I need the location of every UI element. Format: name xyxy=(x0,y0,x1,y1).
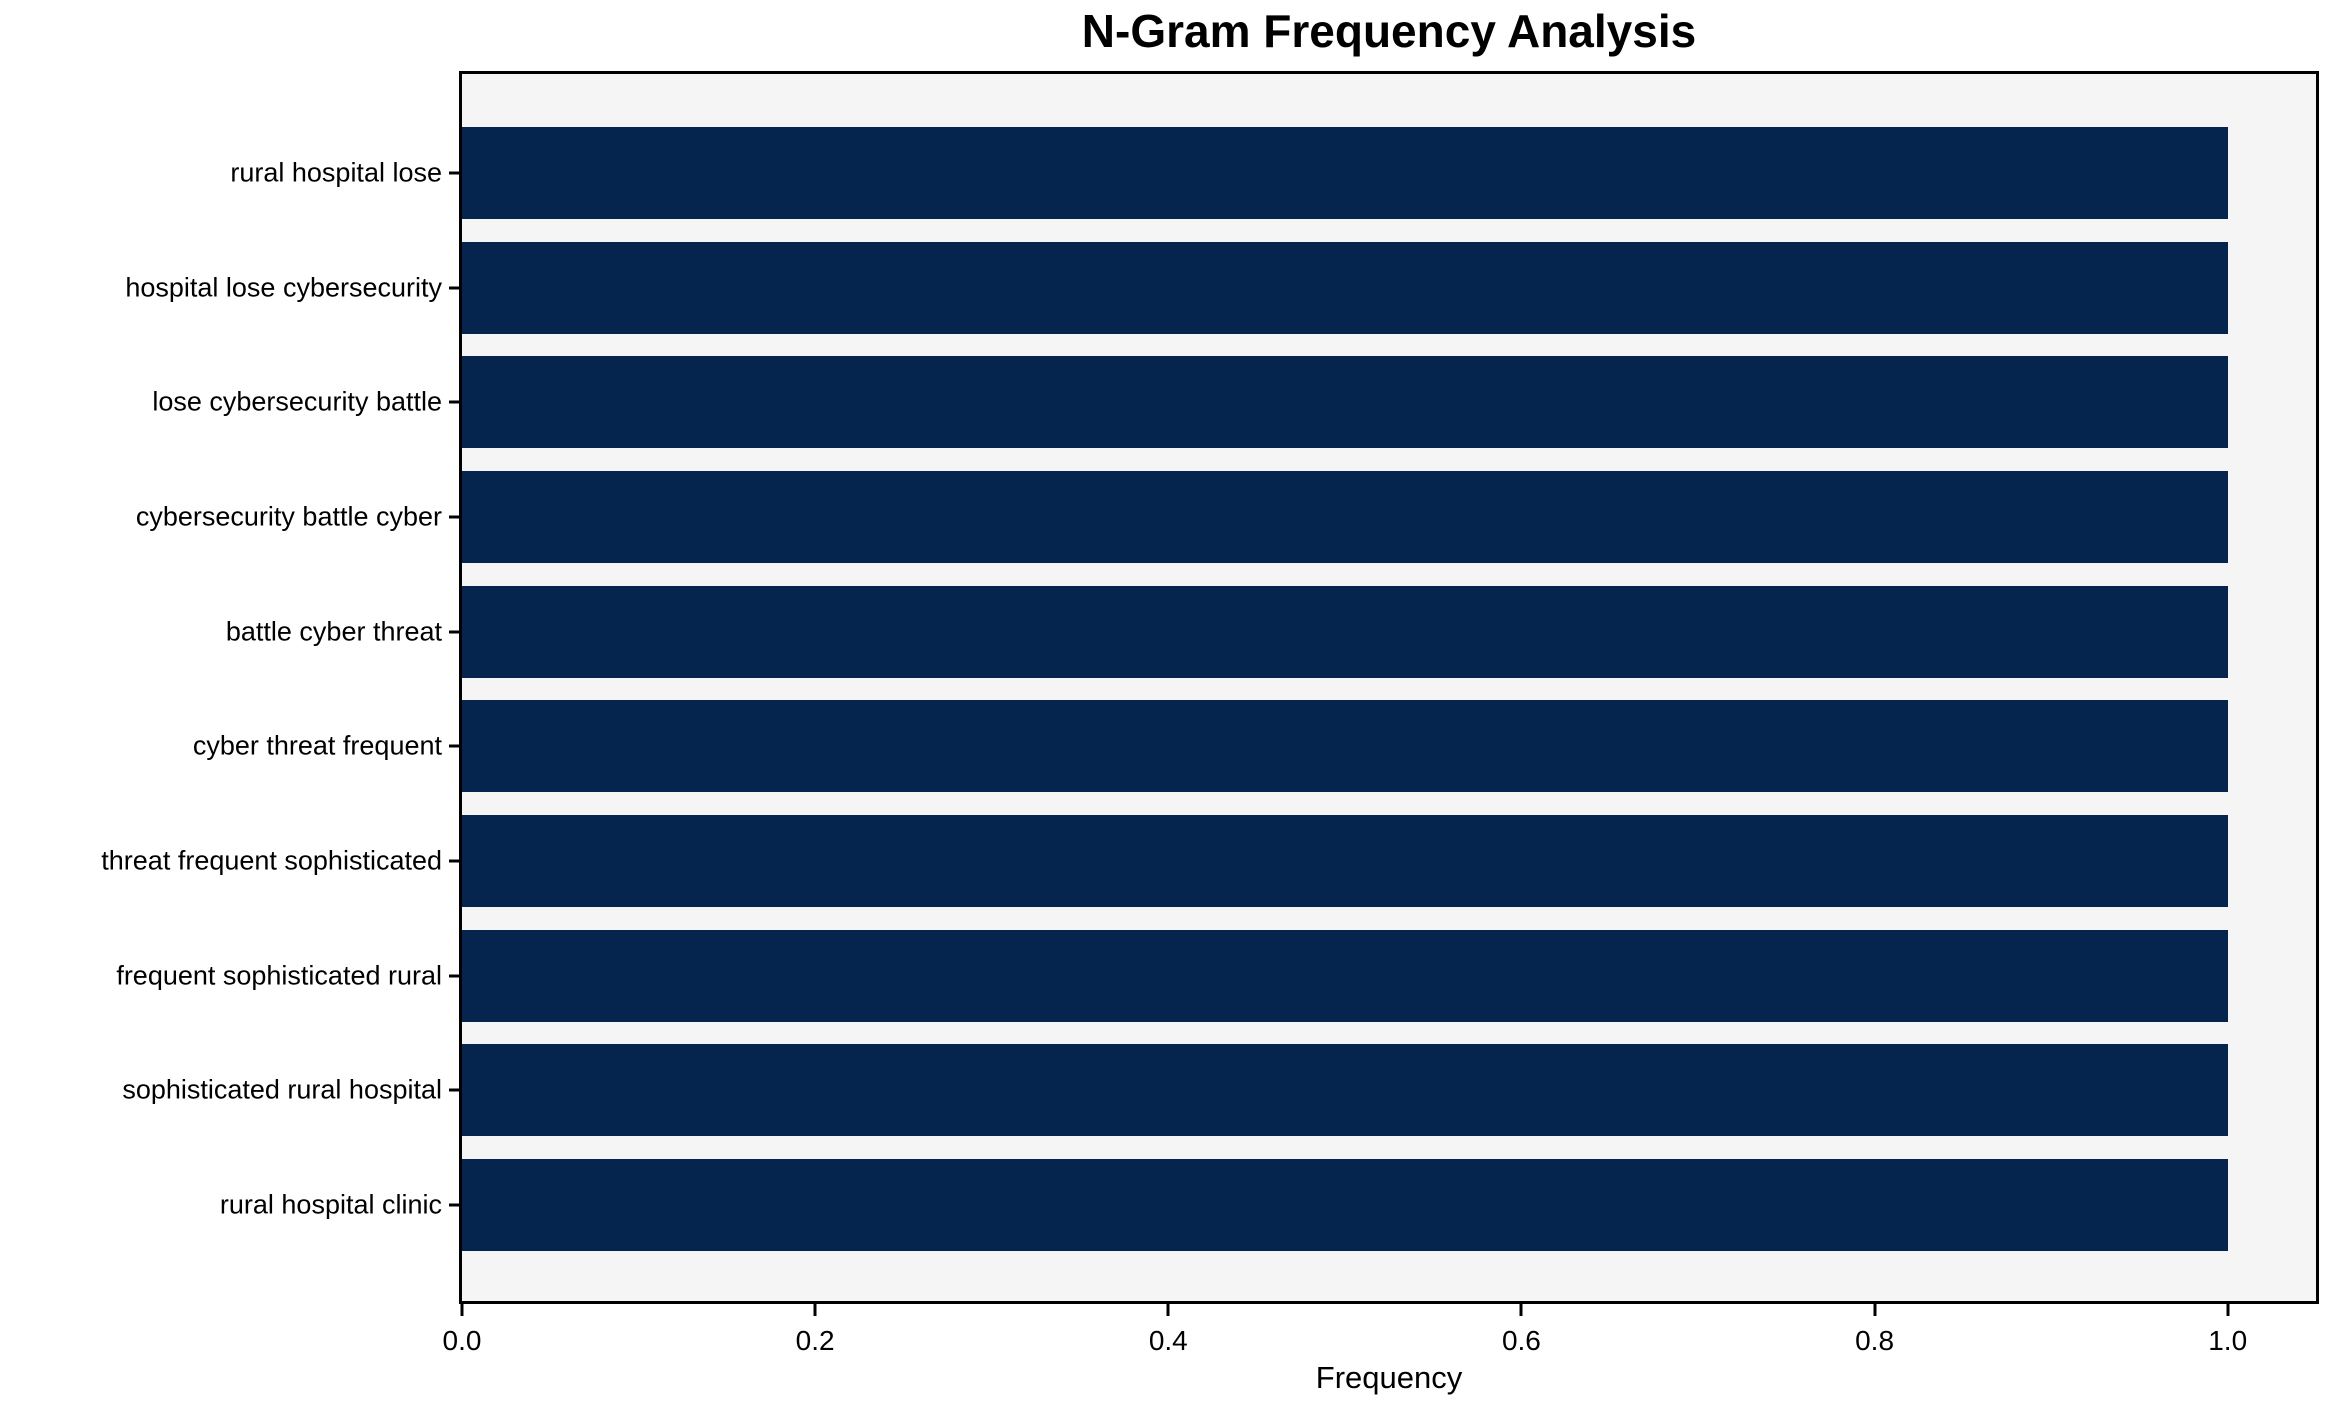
y-tick-mark xyxy=(449,171,459,175)
x-tick-mark xyxy=(460,1304,464,1316)
bar xyxy=(462,127,2228,219)
x-tick-label: 0.0 xyxy=(442,1325,482,1356)
y-tick-label: rural hospital lose xyxy=(230,157,442,188)
x-tick-label: 0.2 xyxy=(795,1325,835,1356)
bar-row: rural hospital clinic xyxy=(220,1158,2316,1251)
bar-row: threat frequent sophisticated xyxy=(101,814,2316,907)
x-tick-mark xyxy=(813,1304,817,1316)
x-axis-label: Frequency xyxy=(1315,1360,1463,1395)
y-tick-mark xyxy=(449,744,459,748)
y-tick-mark xyxy=(449,974,459,978)
bar xyxy=(462,700,2228,793)
bar-row: lose cybersecurity battle xyxy=(152,356,2316,449)
y-tick-label: cybersecurity battle cyber xyxy=(135,501,442,532)
bar-row: battle cyber threat xyxy=(226,585,2316,678)
bar xyxy=(462,814,2228,907)
bar-row: sophisticated rural hospital xyxy=(122,1044,2316,1137)
bar xyxy=(462,356,2228,449)
x-tick-label: 0.6 xyxy=(1501,1325,1541,1356)
y-tick-label: hospital lose cybersecurity xyxy=(125,272,442,303)
x-tick-mark xyxy=(2226,1304,2230,1316)
y-tick-mark xyxy=(449,400,459,404)
bar xyxy=(462,470,2228,563)
bars-region: rural hospital lose hospital lose cyberse… xyxy=(101,127,2316,1251)
y-tick-label: battle cyber threat xyxy=(225,616,442,647)
bar xyxy=(462,1158,2228,1251)
y-tick-label: sophisticated rural hospital xyxy=(122,1074,442,1105)
y-tick-mark xyxy=(449,1088,459,1092)
y-tick-mark xyxy=(449,286,459,290)
bar xyxy=(462,585,2228,678)
y-tick-label: cyber threat frequent xyxy=(192,730,442,761)
bar xyxy=(462,929,2228,1022)
x-tick-label: 0.8 xyxy=(1855,1325,1895,1356)
bar-row: frequent sophisticated rural xyxy=(116,929,2316,1022)
y-tick-label: lose cybersecurity battle xyxy=(152,386,442,417)
y-tick-mark xyxy=(449,1203,459,1207)
y-tick-mark xyxy=(449,515,459,519)
bar xyxy=(462,1044,2228,1137)
y-tick-mark xyxy=(449,859,459,863)
chart-title: N-Gram Frequency Analysis xyxy=(1081,5,1697,57)
y-tick-label: threat frequent sophisticated xyxy=(101,845,442,876)
x-tick-mark xyxy=(1519,1304,1523,1316)
bar-row: rural hospital lose xyxy=(230,127,2316,219)
x-tick-label: 1.0 xyxy=(2208,1325,2248,1356)
x-tick-mark xyxy=(1873,1304,1877,1316)
bar-row: hospital lose cybersecurity xyxy=(125,241,2316,334)
plot-area: rural hospital lose hospital lose cyberse… xyxy=(101,71,2319,1356)
x-tick-mark xyxy=(1166,1304,1170,1316)
y-tick-mark xyxy=(449,630,459,634)
x-tick-label: 0.4 xyxy=(1148,1325,1188,1356)
bar-row: cybersecurity battle cyber xyxy=(136,470,2316,563)
y-tick-label: frequent sophisticated rural xyxy=(116,960,442,991)
bar xyxy=(462,241,2228,334)
bar-row: cyber threat frequent xyxy=(193,700,2316,793)
y-tick-label: rural hospital clinic xyxy=(219,1189,442,1220)
